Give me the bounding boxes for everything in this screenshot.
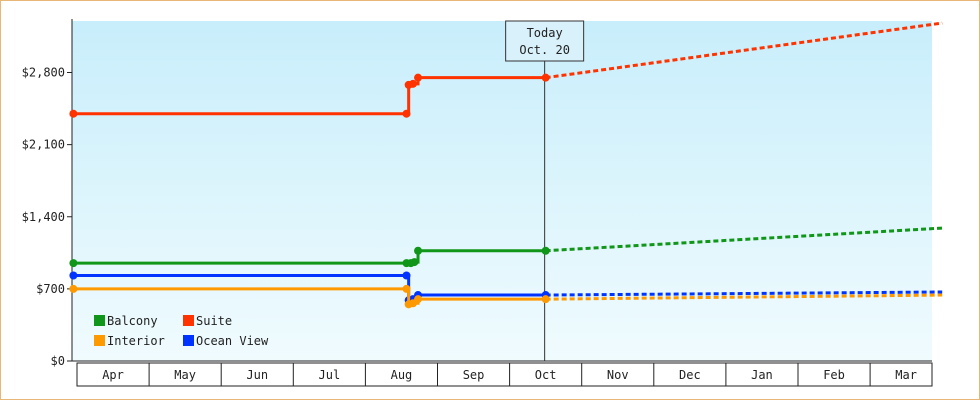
month-label: Aug [391, 368, 413, 382]
legend-label: Balcony [107, 314, 158, 328]
legend-swatch [183, 315, 194, 326]
month-label: May [174, 368, 196, 382]
series-projection-interior [545, 293, 943, 301]
month-label: Oct [535, 368, 557, 382]
data-point-suite [414, 73, 423, 82]
series-projection-balcony [545, 226, 943, 253]
today-date: Oct. 20 [519, 43, 570, 57]
legend-label: Interior [107, 334, 165, 348]
y-tick-label: $1,400 [22, 210, 65, 224]
y-tick-label: $2,100 [22, 138, 65, 152]
x-axis: Apr May Jun Jul Aug Sep Oct Nov Dec Jan Feb Mar [72, 360, 933, 387]
data-point-suite [69, 109, 78, 118]
y-tick-label: $2,800 [22, 66, 65, 80]
data-point-ocean-view [69, 271, 78, 280]
data-point-balcony [69, 259, 78, 268]
data-point-balcony [410, 258, 419, 267]
month-label: Dec [679, 368, 701, 382]
y-axis: $0 $700 $1,400 $2,100 $2,800 [22, 19, 73, 368]
legend-label: Ocean View [196, 334, 269, 348]
month-label: Jan [751, 368, 773, 382]
data-point-interior [402, 284, 411, 293]
series-layer [69, 21, 943, 309]
data-point-suite [402, 109, 411, 118]
month-label: Apr [102, 368, 124, 382]
month-label: Sep [463, 368, 485, 382]
legend-swatch [94, 315, 105, 326]
today-label: Today [527, 26, 563, 40]
month-label: Jun [246, 368, 268, 382]
legend-swatch [94, 335, 105, 346]
today-label-box [505, 20, 585, 62]
legend: Balcony Suite Interior Ocean View [94, 314, 269, 348]
y-tick-label: $700 [36, 282, 65, 296]
today-marker: Today Oct. 20 [505, 20, 585, 361]
data-point-suite [541, 73, 550, 82]
legend-label: Suite [196, 314, 232, 328]
month-label: Mar [895, 368, 917, 382]
data-point-balcony [541, 246, 550, 255]
data-point-interior [69, 284, 78, 293]
month-label: Nov [607, 368, 629, 382]
month-label: Feb [823, 368, 845, 382]
legend-swatch [183, 335, 194, 346]
y-tick-label: $0 [51, 354, 65, 368]
data-point-interior [541, 295, 550, 304]
data-point-balcony [414, 246, 423, 255]
plot-area [72, 21, 932, 361]
series-projection-suite [545, 21, 943, 80]
data-point-interior [414, 295, 423, 304]
month-label: Jul [319, 368, 341, 382]
month-band [76, 362, 933, 387]
data-point-ocean-view [402, 271, 411, 280]
series-projection-ocean-view [545, 290, 943, 297]
data-point-suite [408, 79, 417, 88]
